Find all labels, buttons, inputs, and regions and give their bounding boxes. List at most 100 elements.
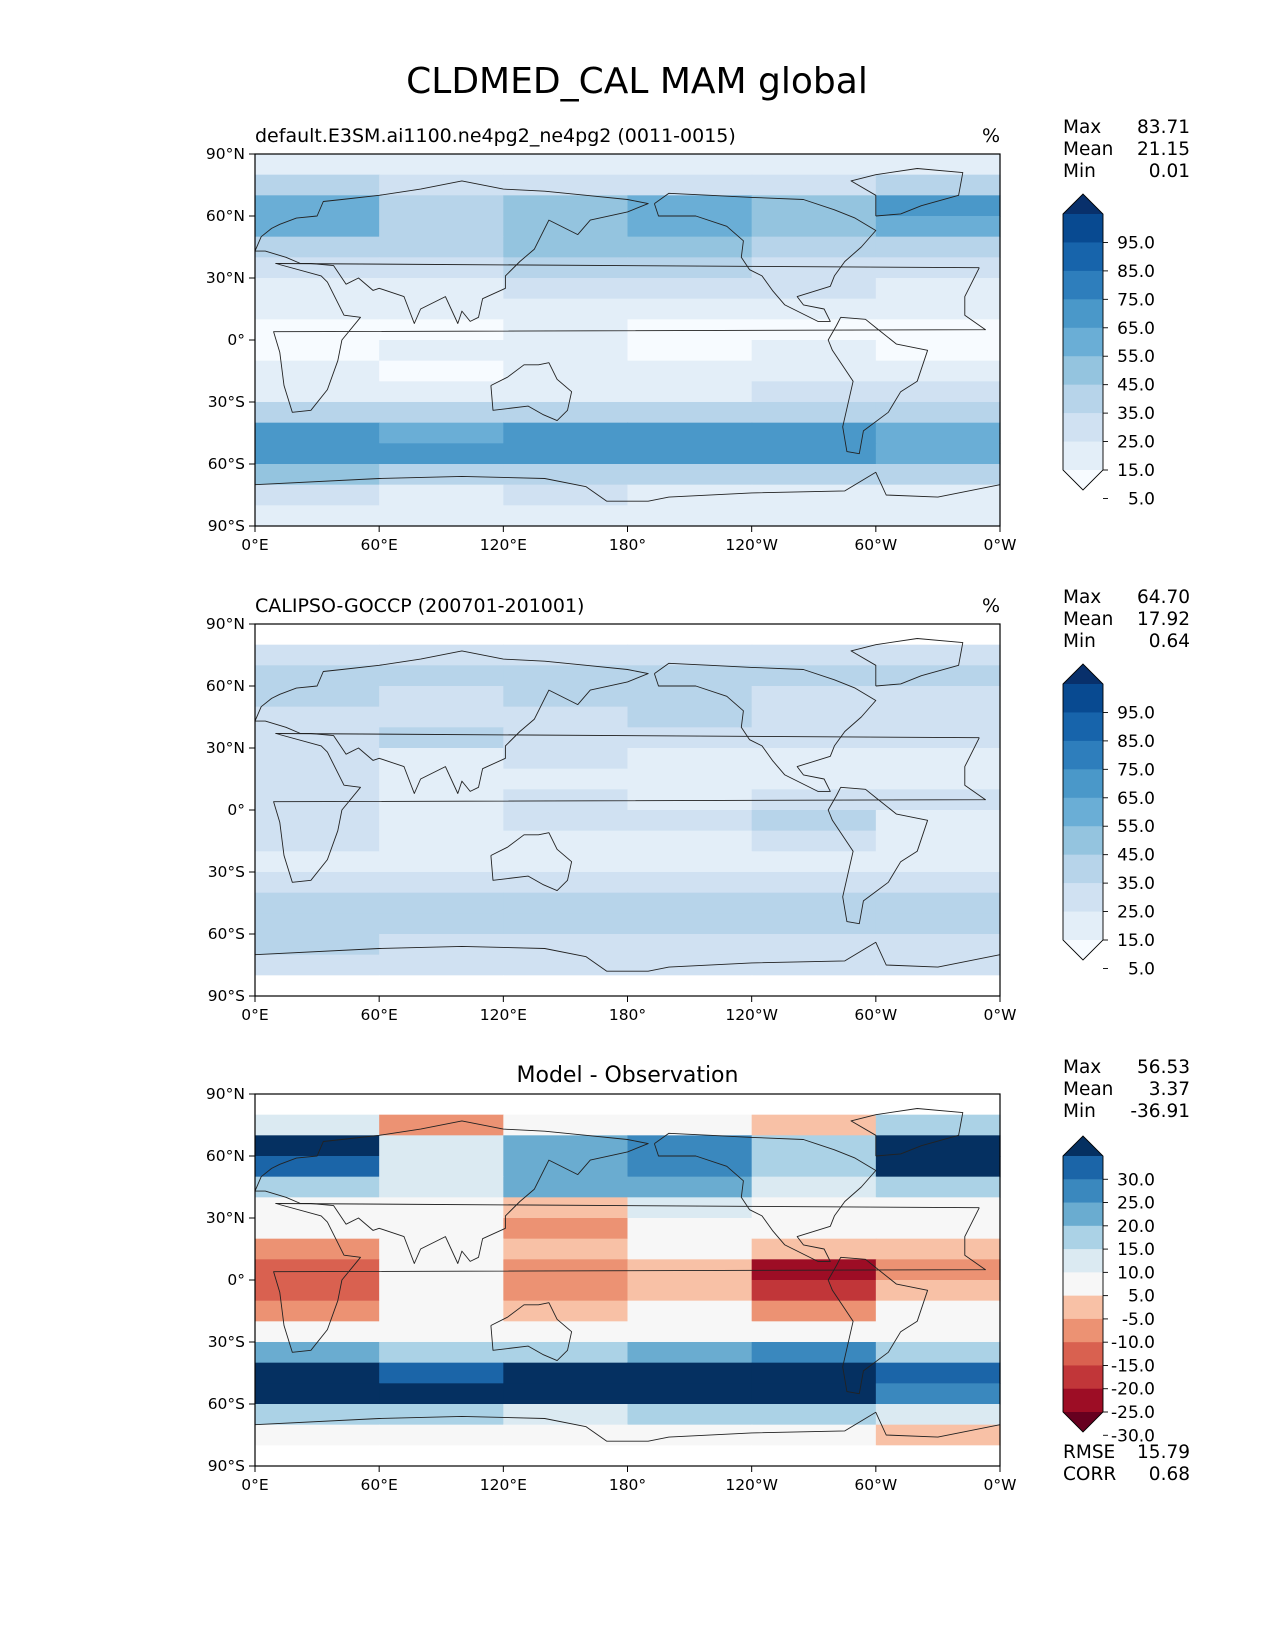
heatmap-cell	[379, 810, 504, 832]
heatmap-cell	[875, 706, 1001, 728]
panel-left-title: default.E3SM.ai1100.ne4pg2_ne4pg2 (0011-…	[255, 125, 736, 147]
heatmap-cell	[751, 768, 877, 790]
heatmap-cell	[875, 975, 1001, 997]
colorbar-tick-label: 65.0	[1117, 319, 1155, 339]
colorbar-segment	[1063, 1295, 1103, 1320]
stat-value: 15.79	[1137, 1442, 1190, 1463]
heatmap-cell	[379, 1156, 504, 1178]
heatmap-cell	[503, 195, 629, 217]
colorbar-segment	[1063, 1388, 1103, 1413]
stat-value: 21.15	[1137, 139, 1190, 160]
heatmap-cell	[875, 1404, 1001, 1426]
coastlines	[254, 168, 1001, 502]
heatmap-cell	[751, 360, 877, 382]
colorbar-extend-bottom	[1063, 1412, 1103, 1432]
heatmap-cell	[379, 402, 504, 424]
heatmap-cell	[255, 257, 380, 279]
heatmap-cell	[503, 1424, 629, 1446]
colorbar-tick-label: -5.0	[1122, 1310, 1155, 1330]
coastline	[273, 1203, 986, 1353]
colorbar-tick-label: -20.0	[1111, 1380, 1155, 1400]
heatmap-cell	[379, 686, 504, 708]
heatmap-cell	[627, 1197, 753, 1219]
heatmap-cell	[751, 1197, 877, 1219]
colorbar-segment	[1063, 1202, 1103, 1227]
colorbar-tick-label: 35.0	[1117, 404, 1155, 424]
heatmap-cell	[875, 298, 1001, 320]
heatmap-cell	[627, 892, 753, 914]
colorbar-tick-label: 5.0	[1128, 959, 1155, 979]
heatmap-cell	[255, 624, 380, 646]
colorbar-segment	[1063, 1272, 1103, 1297]
heatmap-cell	[751, 443, 877, 465]
stat-value: 56.53	[1137, 1057, 1190, 1078]
heatmap-cell	[379, 443, 504, 465]
heatmap-cell	[379, 892, 504, 914]
heatmap-cell	[503, 360, 629, 382]
heatmap-cell	[255, 1362, 380, 1384]
lat-tick-label: 90°N	[206, 145, 245, 163]
lat-tick-label: 90°N	[206, 615, 245, 633]
heatmap-cell	[255, 1156, 380, 1178]
colorbar-segment	[1063, 1225, 1103, 1250]
lon-tick-label: 120°W	[725, 536, 778, 554]
heatmap-cell	[255, 1197, 380, 1219]
heatmap-cell	[379, 934, 504, 956]
lat-tick-label: 90°N	[206, 1085, 245, 1103]
heatmap-cell	[627, 1445, 753, 1467]
colorbar-segment	[1063, 883, 1103, 913]
heatmap-cell	[255, 644, 380, 666]
stat-label: Mean	[1063, 609, 1113, 630]
heatmap-cell	[875, 505, 1001, 527]
heatmap-cell	[503, 1362, 629, 1384]
figure-title: CLDMED_CAL MAM global	[406, 61, 868, 102]
coastline	[273, 263, 986, 413]
heatmap-cell	[379, 381, 504, 403]
heatmap-cell	[379, 1238, 504, 1260]
heatmap-cell	[255, 954, 380, 976]
heatmap-cell	[255, 174, 380, 196]
heatmap-cell	[503, 1156, 629, 1178]
colorbar-tick-label: 55.0	[1117, 817, 1155, 837]
heatmap-cell	[379, 665, 504, 687]
colorbar-tick-label: 10.0	[1117, 1263, 1155, 1283]
heatmap-cell	[875, 340, 1001, 362]
heatmap-cell	[379, 257, 504, 279]
heatmap-cell	[875, 1156, 1001, 1178]
heatmap-cell	[503, 975, 629, 997]
heatmap-cell	[751, 1383, 877, 1405]
coastline	[254, 650, 649, 794]
heatmap-cell	[255, 727, 380, 749]
heatmap-cell	[255, 851, 380, 873]
heatmap-cell	[875, 257, 1001, 279]
heatmap-cell	[751, 851, 877, 873]
heatmap-cell	[503, 665, 629, 687]
heatmap-cell	[627, 257, 753, 279]
heatmap-cell	[627, 727, 753, 749]
heatmap-cell	[255, 236, 380, 258]
colorbar-tick-label: 5.0	[1128, 489, 1155, 509]
heatmap-cell	[627, 195, 753, 217]
heatmap-cell	[875, 934, 1001, 956]
colorbar-extend-top	[1063, 194, 1103, 214]
heatmap-cell	[875, 1218, 1001, 1240]
lon-tick-label: 0°W	[984, 1476, 1017, 1494]
colorbar-tick-label: 15.0	[1117, 461, 1155, 481]
heatmap-cell	[627, 644, 753, 666]
heatmap-cell	[627, 1114, 753, 1136]
coastline	[254, 180, 649, 324]
colorbar-segment	[1063, 769, 1103, 799]
panel-center-title: Model - Observation	[517, 1063, 739, 1088]
heatmap-cell	[503, 505, 629, 527]
heatmap-cell	[751, 1135, 877, 1157]
heatmap-cell	[627, 1094, 753, 1116]
heatmap-cell	[379, 851, 504, 873]
heatmap-cell	[751, 1445, 877, 1467]
colorbar-segment	[1063, 356, 1103, 386]
heatmap-cell	[875, 195, 1001, 217]
heatmap-cell	[379, 1404, 504, 1426]
heatmap-cell	[751, 1114, 877, 1136]
colorbar-tick-label: 95.0	[1117, 233, 1155, 253]
stat-label: RMSE	[1063, 1442, 1115, 1463]
colorbar-segment	[1063, 214, 1103, 243]
